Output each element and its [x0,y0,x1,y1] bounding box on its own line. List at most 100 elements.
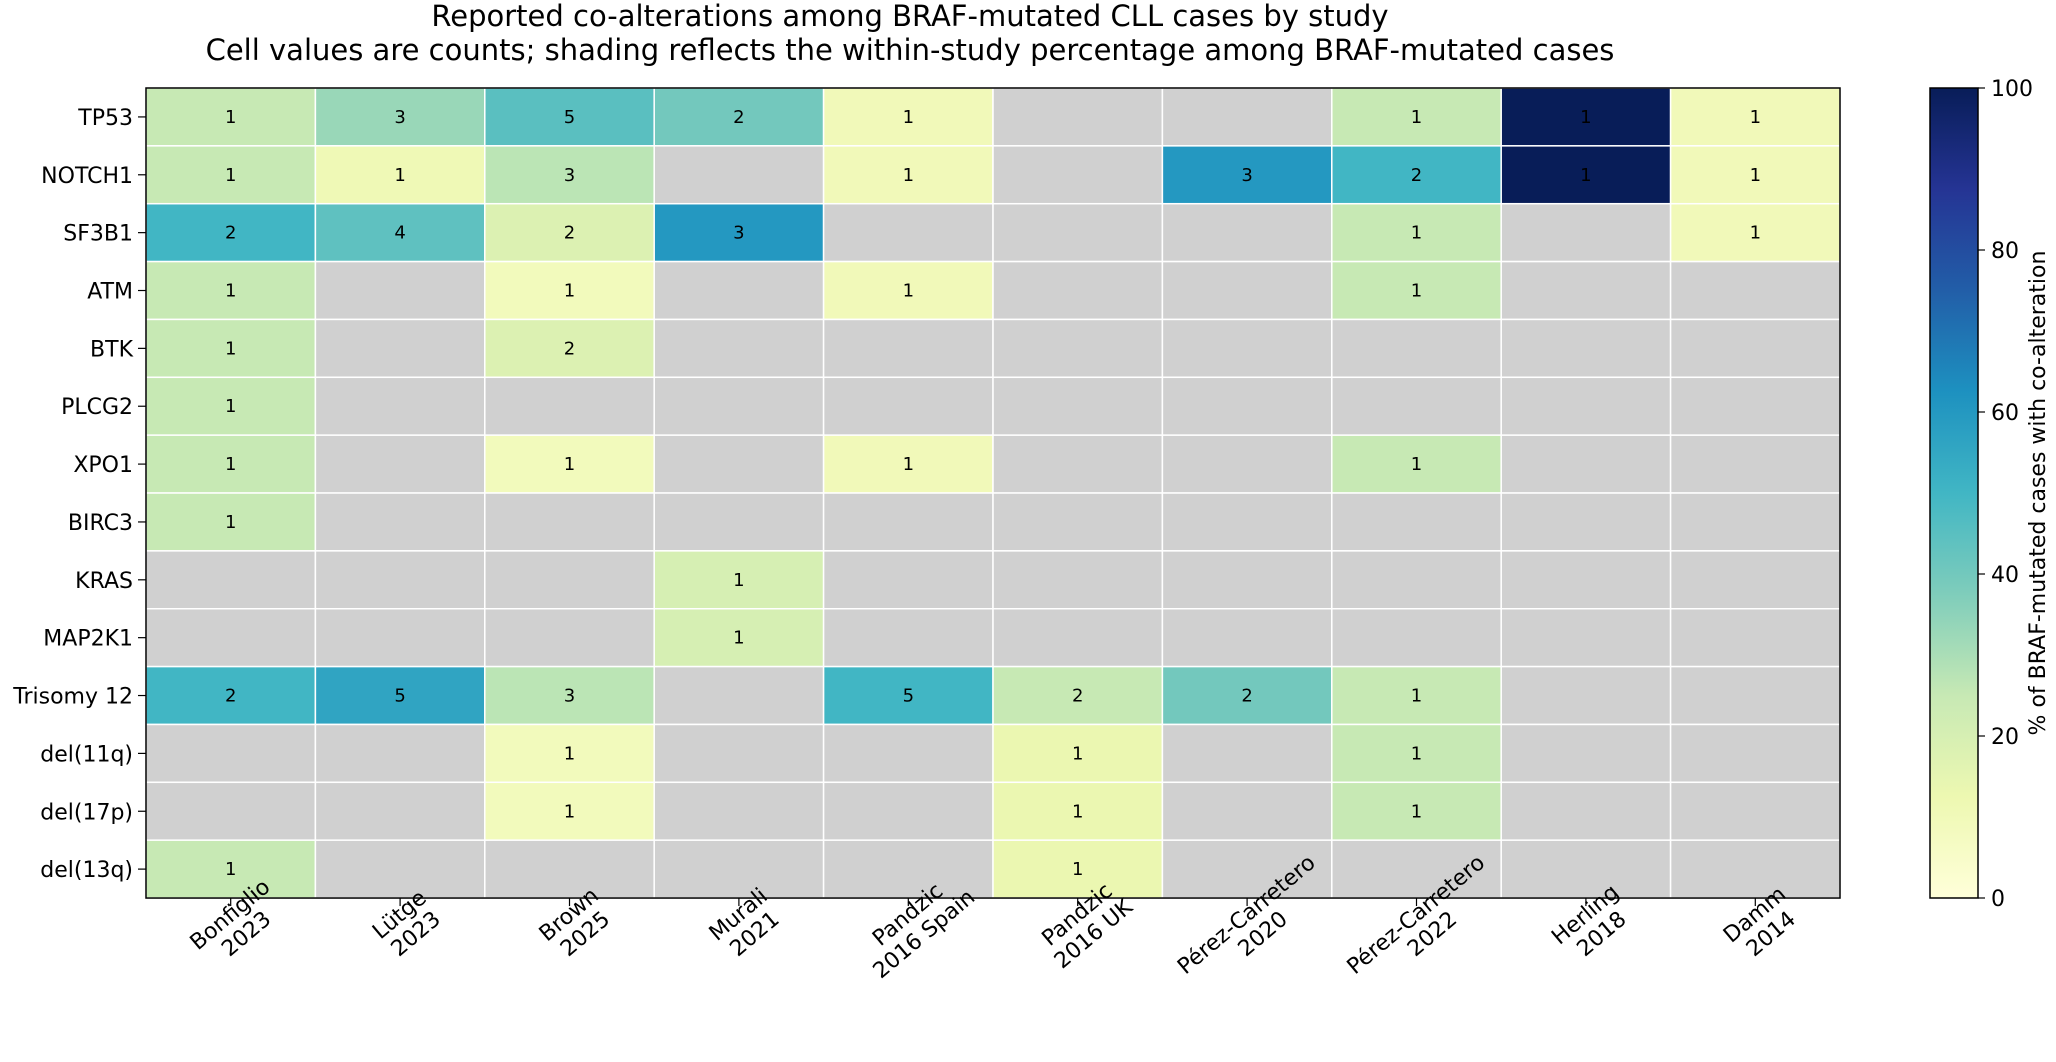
heatmap-cell [484,607,655,668]
heatmap-cell [822,781,994,841]
heatmap-cell [1500,376,1672,436]
heatmap-cell [145,607,317,668]
cell-value-label: 1 [1072,743,1083,764]
heatmap-cell [653,260,825,321]
cell-value-label: 2 [564,338,575,359]
heatmap-cell [1500,839,1672,899]
heatmap-cell [1500,260,1672,321]
cell-value-label: 1 [564,281,575,302]
cell-value-label: 1 [225,454,236,475]
cell-value-label: 1 [903,165,914,186]
cell-value-label: 1 [903,107,914,128]
cell-value-label: 2 [1241,686,1252,707]
heatmap-cell [992,607,1164,668]
row-labels: TP53 NOTCH1 SF3B1 ATM BTK PLCG2 XPO1 BIRC3 KRAS M… [12,106,146,883]
heatmap-cell [653,492,825,552]
heatmap-cell [653,318,825,379]
cell-value-label: 3 [1241,165,1252,186]
heatmap-cell [1161,665,1333,726]
cell-value-label: 1 [225,165,236,186]
heatmap-cell [1161,723,1333,784]
heatmap-cell [1500,202,1672,263]
heatmap-cell [1500,318,1672,379]
row-label: del(17p) [40,800,133,825]
heatmap-cell [822,550,994,610]
row-label: del(13q) [40,858,133,883]
heatmap-cell [992,492,1164,552]
heatmap-cell [822,318,994,379]
colorbar-tick-label: 40 [1991,563,2019,588]
heatmap-cell [653,723,825,784]
heatmap-cell [1669,550,1841,610]
heatmap-cell [1669,839,1841,899]
heatmap-cell [1669,434,1841,494]
chart-title: Reported co-alterations among BRAF-mutat… [431,0,1388,33]
cell-value-label: 2 [225,686,236,707]
cell-value-label: 3 [564,165,575,186]
row-label: KRAS [75,569,133,594]
cell-value-label: 1 [564,454,575,475]
heatmap-cell [1161,434,1333,494]
heatmap-cell [314,260,486,321]
heatmap-cell [314,376,486,436]
plot-frame [145,87,1841,899]
heatmap-cell [1669,318,1841,379]
colorbar-tick-label: 60 [1991,401,2019,426]
heatmap-cell [653,665,825,726]
cell-value-label: 3 [394,107,405,128]
heatmap-cell [653,434,825,494]
cell-value-label: 1 [1411,223,1422,244]
heatmap-cell [1161,550,1333,610]
cell-value-label: 1 [1750,107,1761,128]
heatmap-cell [1669,202,1841,263]
cell-value-label: 1 [733,628,744,649]
heatmap-cell [1669,665,1841,726]
cell-value-label: 1 [1750,165,1761,186]
heatmap-cell [1500,781,1672,841]
heatmap-cell [822,376,994,436]
heatmap-cell [314,781,486,841]
heatmap-cell [1331,318,1502,379]
heatmap-cell [484,665,655,726]
colorbar-tick-label: 100 [1991,77,2033,102]
cell-value-label: 2 [733,107,744,128]
heatmap-cell [1331,87,1502,147]
heatmap-cell [314,723,486,784]
cell-value-label: 1 [564,743,575,764]
heatmap-cell [1161,492,1333,552]
cell-value-label: 1 [1580,107,1591,128]
heatmap-cell [1500,723,1672,784]
cell-value-label: 3 [733,223,744,244]
cell-value-label: 2 [1072,686,1083,707]
cell-value-label: 3 [564,686,575,707]
heatmap-cell [145,665,317,726]
heatmap-cell [1331,665,1502,726]
heatmap-cell [653,145,825,205]
heatmap-cell [1161,87,1333,147]
heatmap-cell [653,376,825,436]
heatmap-cell [145,723,317,784]
heatmap-cell [653,781,825,841]
cell-value-label: 1 [903,454,914,475]
heatmap-cell [992,318,1164,379]
cell-value-label: 2 [564,223,575,244]
heatmap-cell [1331,723,1502,784]
heatmap-cell [484,318,655,379]
heatmap-cell [1161,318,1333,379]
heatmap-cell [1500,550,1672,610]
heatmap-cell [822,260,994,321]
heatmap-cell [314,550,486,610]
heatmap-cell [1161,260,1333,321]
heatmap-cell [314,434,486,494]
colorbar-label: % of BRAF-mutated cases with co-alterati… [2026,251,2051,736]
heatmap-cell [992,87,1164,147]
heatmap-cell [1669,87,1841,147]
heatmap-cell [1161,202,1333,263]
heatmap-cell [145,87,317,147]
cell-value-label: 1 [225,107,236,128]
heatmap-cell [314,87,486,147]
heatmap-cell [653,202,825,263]
heatmap-cell [1500,665,1672,726]
